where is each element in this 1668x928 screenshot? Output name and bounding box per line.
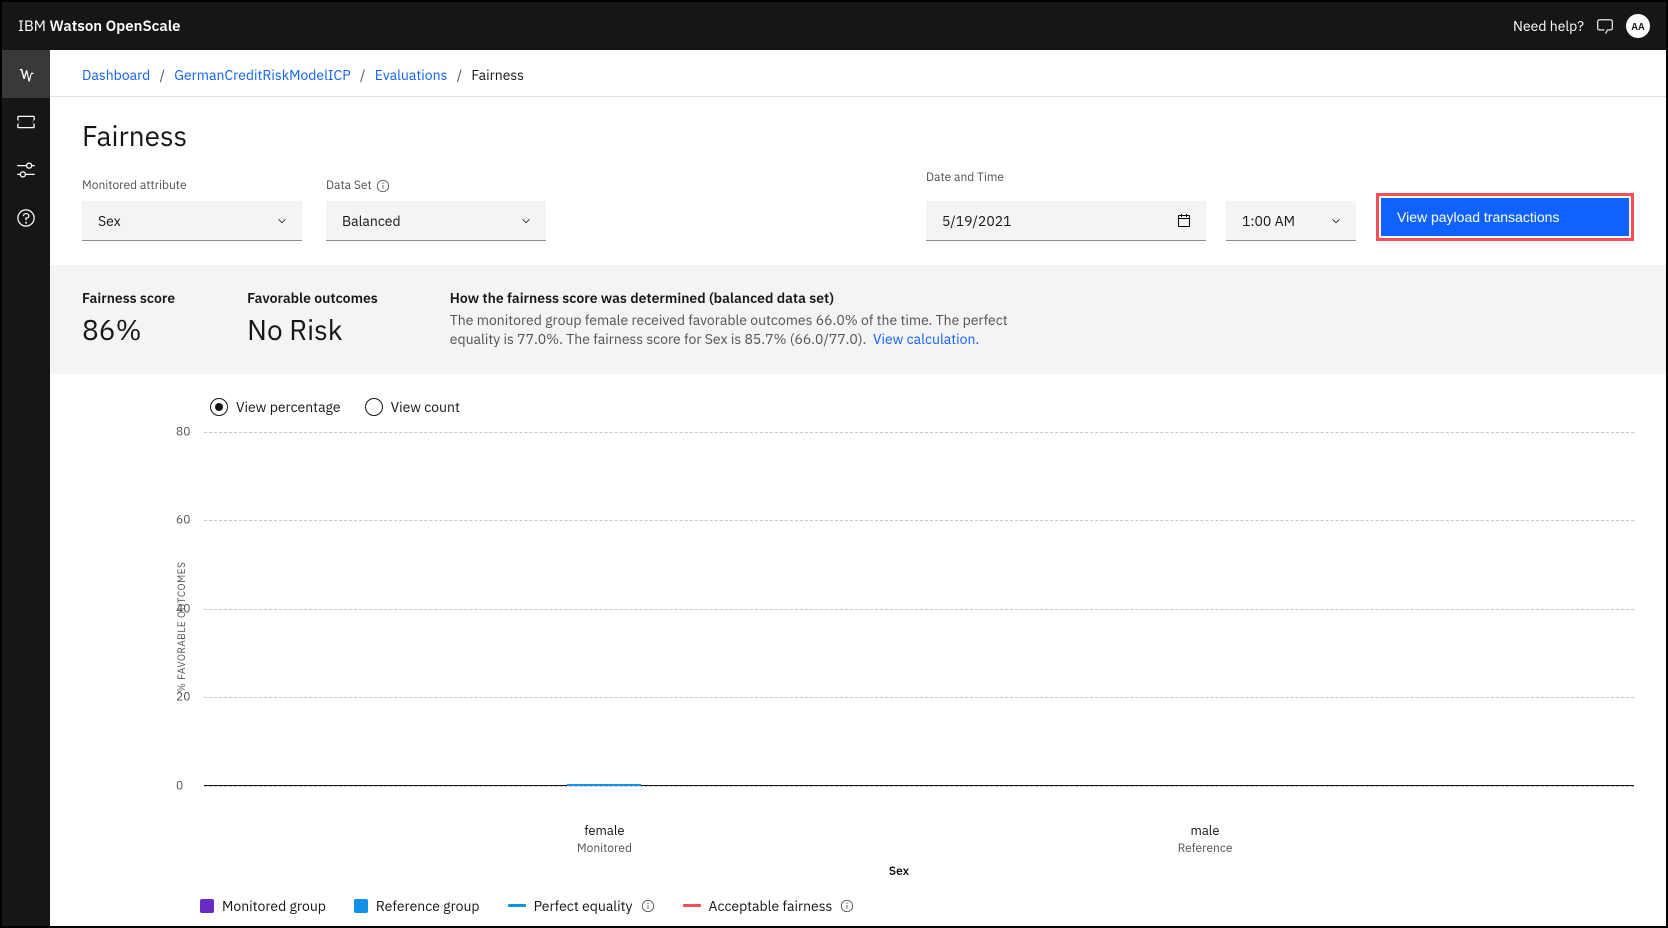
view-payload-button[interactable]: View payload transactions	[1381, 198, 1629, 236]
brand: IBM Watson OpenScale	[18, 17, 181, 36]
legend-line	[683, 904, 701, 907]
y-tick: 80	[176, 424, 190, 439]
nav-config[interactable]	[2, 146, 50, 194]
legend-swatch	[200, 899, 214, 913]
help-label[interactable]: Need help?	[1513, 17, 1584, 35]
y-tick: 60	[176, 513, 190, 528]
favorable-outcomes-value: No Risk	[247, 311, 378, 348]
y-tick: 0	[176, 778, 183, 793]
controls-section: Fairness Monitored attribute Sex Data Se…	[50, 97, 1666, 265]
chevron-down-icon	[276, 215, 288, 227]
summary-description: How the fairness score was determined (b…	[450, 289, 1010, 350]
chevron-down-icon	[1330, 215, 1342, 227]
legend-item: Reference group	[354, 897, 480, 915]
x-axis-title: Sex	[164, 864, 1634, 879]
time-select[interactable]: 1:00 AM	[1226, 201, 1356, 241]
ticket-icon	[16, 112, 36, 132]
legend-item: Acceptable fairness	[683, 897, 855, 915]
crumb-evaluations[interactable]: Evaluations	[375, 66, 448, 84]
calendar-icon	[1176, 213, 1192, 229]
favorable-outcomes-label: Favorable outcomes	[247, 289, 378, 307]
page-title: Fairness	[82, 117, 1634, 154]
info-icon[interactable]	[641, 899, 655, 913]
legend-swatch	[354, 899, 368, 913]
info-icon[interactable]	[840, 899, 854, 913]
fairness-score-value: 86%	[82, 311, 175, 348]
info-icon[interactable]	[376, 179, 390, 193]
top-bar: IBM Watson OpenScale Need help? AA	[2, 2, 1666, 50]
chevron-down-icon	[520, 215, 532, 227]
legend-item: Perfect equality	[508, 897, 655, 915]
summary-section: Fairness score 86% Favorable outcomes No…	[50, 265, 1666, 374]
chart-canvas: % FAVORABLE OUTCOMES 020406080 femaleMon…	[164, 432, 1634, 822]
avatar[interactable]: AA	[1626, 14, 1650, 38]
legend-label: Perfect equality	[534, 897, 633, 915]
favorable-outcomes-block: Favorable outcomes No Risk	[247, 289, 378, 350]
legend-label: Acceptable fairness	[709, 897, 833, 915]
monitored-attr-field: Monitored attribute Sex	[82, 178, 302, 241]
view-calculation-link[interactable]: View calculation.	[873, 330, 979, 348]
breadcrumb: Dashboard / GermanCreditRiskModelICP / E…	[50, 50, 1666, 97]
bar-zone	[204, 432, 1634, 786]
date-input[interactable]: 5/19/2021	[926, 201, 1206, 241]
monitored-attr-label: Monitored attribute	[82, 178, 302, 193]
crumb-dashboard[interactable]: Dashboard	[82, 66, 150, 84]
crumb-current: Fairness	[471, 66, 524, 84]
desc-title: How the fairness score was determined (b…	[450, 289, 1010, 309]
x-category-label: maleReference	[1178, 822, 1233, 856]
radio-count[interactable]: View count	[365, 398, 460, 416]
fairness-score-label: Fairness score	[82, 289, 175, 307]
fairness-score-block: Fairness score 86%	[82, 289, 175, 350]
settings-adjust-icon	[16, 160, 36, 180]
radio-percentage[interactable]: View percentage	[210, 398, 341, 416]
nav-explain[interactable]	[2, 98, 50, 146]
nav-monitor[interactable]	[2, 50, 50, 98]
dataset-select[interactable]: Balanced	[326, 201, 546, 241]
activity-icon	[16, 64, 36, 84]
side-nav	[2, 50, 50, 926]
monitored-attr-select[interactable]: Sex	[82, 201, 302, 241]
chart-section: View percentage View count % FAVORABLE O…	[50, 374, 1666, 926]
y-axis-label: % FAVORABLE OUTCOMES	[175, 561, 188, 692]
x-category-label: femaleMonitored	[577, 822, 632, 856]
datetime-field: Date and Time 5/19/2021 1:00 AM View pay…	[926, 170, 1634, 241]
chat-icon[interactable]	[1596, 17, 1614, 35]
help-icon	[16, 208, 36, 228]
crumb-model[interactable]: GermanCreditRiskModelICP	[174, 66, 350, 84]
legend-label: Reference group	[376, 897, 480, 915]
legend-label: Monitored group	[222, 897, 326, 915]
highlight-box: View payload transactions	[1376, 193, 1634, 241]
datetime-label: Date and Time	[926, 170, 1634, 185]
view-toggle: View percentage View count	[210, 398, 1634, 416]
brand-name: Watson OpenScale	[50, 17, 181, 36]
legend-line	[508, 904, 526, 907]
dataset-field: Data Set Balanced	[326, 178, 546, 241]
main-content: Dashboard / GermanCreditRiskModelICP / E…	[50, 50, 1666, 926]
topbar-right: Need help? AA	[1513, 14, 1650, 38]
dataset-label: Data Set	[326, 178, 546, 193]
y-tick: 20	[176, 690, 190, 705]
legend-item: Monitored group	[200, 897, 326, 915]
chart-legend: Monitored group Reference group Perfect eq…	[200, 897, 1634, 915]
gridline	[204, 786, 1634, 787]
nav-help[interactable]	[2, 194, 50, 242]
equality-line	[567, 784, 641, 786]
y-tick: 40	[176, 601, 190, 616]
brand-prefix: IBM	[18, 17, 46, 36]
radio-dot	[365, 398, 383, 416]
radio-dot-checked	[210, 398, 228, 416]
